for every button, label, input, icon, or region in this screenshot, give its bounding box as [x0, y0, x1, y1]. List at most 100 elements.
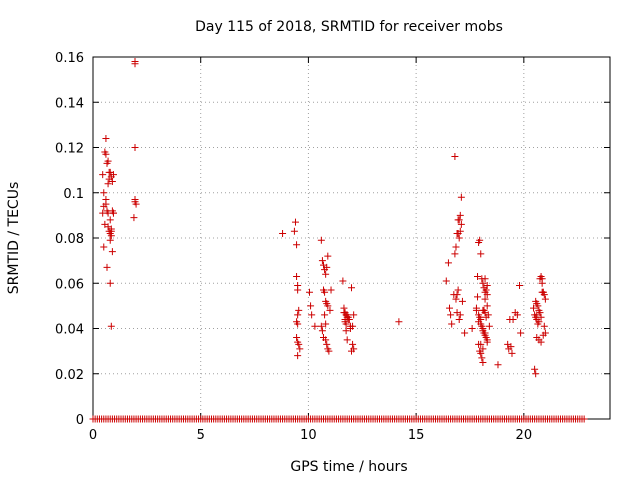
data-point: [481, 295, 489, 303]
data-point: [104, 180, 112, 188]
data-point: [468, 325, 476, 332]
data-point: [307, 302, 315, 310]
data-point: [327, 286, 335, 294]
data-point: [291, 218, 299, 226]
data-point: [451, 153, 459, 161]
data-point: [531, 365, 539, 373]
data-point: [457, 220, 465, 228]
data-point: [131, 144, 139, 151]
x-axis-label: GPS time / hours: [290, 459, 407, 475]
data-point: [482, 286, 490, 294]
data-point: [451, 250, 459, 258]
data-point: [322, 320, 330, 328]
data-point: [342, 320, 350, 328]
data-point: [395, 318, 403, 326]
x-tick-label: 0: [89, 428, 97, 443]
data-point: [294, 311, 302, 319]
data-point: [295, 340, 303, 348]
data-point: [294, 286, 302, 294]
y-tick-label: 0.12: [55, 142, 84, 157]
data-point: [456, 211, 464, 219]
data-point: [321, 311, 329, 319]
data-point: [455, 315, 463, 323]
data-point: [290, 227, 298, 235]
data-point: [479, 345, 487, 353]
data-point: [99, 209, 107, 217]
zero-point: [580, 415, 588, 423]
data-point: [540, 322, 548, 330]
y-tick-label: 0.1: [63, 187, 84, 202]
data-point: [485, 322, 493, 330]
data-point: [477, 340, 485, 348]
data-point: [324, 302, 332, 310]
data-point: [481, 275, 489, 283]
data-point: [479, 358, 487, 366]
y-tick-label: 0.08: [55, 232, 84, 247]
data-point: [476, 236, 484, 244]
data-point: [102, 134, 110, 142]
x-tick-label: 10: [300, 428, 317, 443]
data-point: [534, 302, 542, 310]
data-point: [317, 322, 325, 330]
data-point: [341, 315, 349, 323]
x-tick-label: 15: [408, 428, 425, 443]
data-point: [457, 193, 465, 201]
data-point: [538, 288, 546, 296]
data-point: [104, 157, 112, 165]
data-point: [102, 196, 110, 204]
data-point: [533, 311, 541, 319]
data-point: [494, 361, 502, 369]
y-tick-label: 0.14: [55, 96, 84, 111]
data-point: [107, 225, 115, 233]
data-point: [100, 189, 108, 197]
data-point: [294, 352, 302, 360]
data-point: [293, 241, 301, 249]
data-point: [455, 234, 463, 242]
data-point: [477, 349, 485, 357]
data-point: [293, 334, 301, 342]
data-point: [102, 150, 110, 158]
data-point: [452, 295, 460, 303]
data-point: [477, 320, 485, 328]
data-point: [346, 325, 354, 332]
data-point: [516, 282, 524, 290]
data-point: [317, 236, 325, 244]
data-point: [342, 327, 350, 335]
y-tick-label: 0.04: [55, 323, 84, 338]
data-point: [481, 329, 489, 337]
data-point: [311, 322, 319, 330]
data-point: [507, 343, 515, 351]
data-point: [532, 370, 540, 378]
data-point: [109, 209, 117, 217]
data-point: [483, 302, 491, 310]
data-point: [99, 171, 107, 179]
data-point: [324, 252, 332, 260]
data-point: [131, 60, 139, 68]
data-point: [279, 229, 287, 237]
data-point: [105, 175, 113, 183]
data-point: [483, 291, 491, 299]
zero-value-points: [89, 415, 588, 423]
data-point: [456, 227, 464, 235]
data-point: [447, 311, 455, 319]
x-tick-label: 5: [197, 428, 205, 443]
data-point: [321, 288, 329, 296]
data-point: [322, 336, 330, 344]
data-point: [106, 216, 114, 224]
data-point: [483, 336, 491, 344]
data-point: [513, 311, 521, 319]
data-point: [350, 311, 358, 319]
data-point: [535, 318, 543, 326]
data-point: [539, 331, 547, 339]
data-point: [509, 315, 517, 323]
data-point: [323, 263, 331, 271]
data-point: [479, 306, 487, 314]
data-point: [530, 304, 538, 312]
grid: [93, 57, 610, 419]
chart-title: Day 115 of 2018, SRMTID for receiver mob…: [195, 19, 503, 35]
data-point: [100, 243, 108, 251]
data-point: [537, 338, 545, 346]
data-point: [453, 291, 461, 299]
data-point: [474, 293, 482, 301]
data-point: [106, 279, 114, 287]
